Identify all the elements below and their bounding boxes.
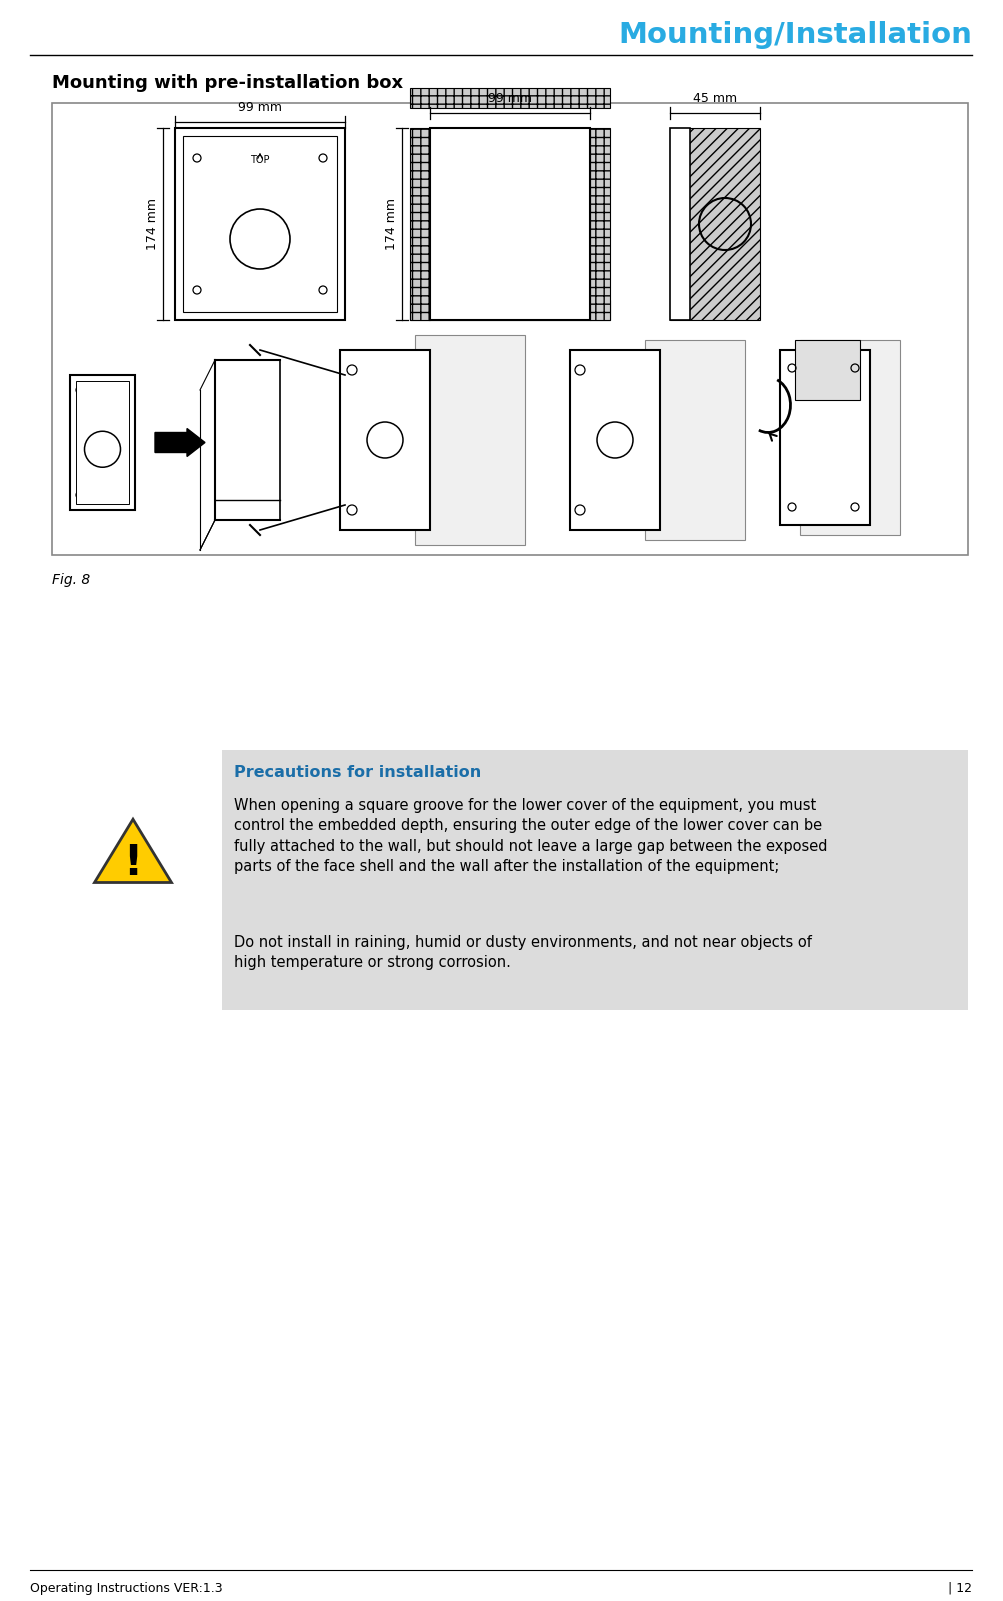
Text: TOP: TOP xyxy=(250,155,270,165)
Text: 174 mm: 174 mm xyxy=(146,199,159,250)
Bar xyxy=(669,128,759,320)
Text: 99 mm: 99 mm xyxy=(238,101,282,114)
Text: Precautions for installation: Precautions for installation xyxy=(234,765,480,780)
Bar xyxy=(779,351,870,525)
Text: Mounting/Installation: Mounting/Installation xyxy=(618,21,971,50)
Bar xyxy=(794,339,860,400)
Bar xyxy=(409,128,429,320)
Bar xyxy=(52,102,967,556)
Text: Operating Instructions VER:1.3: Operating Instructions VER:1.3 xyxy=(30,1582,223,1595)
Bar xyxy=(414,335,525,544)
Bar xyxy=(799,339,899,535)
Bar xyxy=(183,136,337,312)
Text: 99 mm: 99 mm xyxy=(487,91,532,106)
Text: Mounting with pre-installation box: Mounting with pre-installation box xyxy=(52,74,403,91)
Text: | 12: | 12 xyxy=(947,1582,971,1595)
Bar xyxy=(429,128,590,320)
Text: Do not install in raining, humid or dusty environments, and not near objects of
: Do not install in raining, humid or dust… xyxy=(234,935,811,970)
Bar xyxy=(570,351,659,530)
Bar xyxy=(669,128,689,320)
Polygon shape xyxy=(94,820,172,882)
Text: 45 mm: 45 mm xyxy=(692,91,736,106)
Text: !: ! xyxy=(123,842,142,884)
Bar xyxy=(222,749,967,1010)
Text: When opening a square groove for the lower cover of the equipment, you must
cont: When opening a square groove for the low… xyxy=(234,797,826,874)
FancyArrow shape xyxy=(154,429,205,456)
Bar xyxy=(76,381,128,504)
Bar xyxy=(409,299,610,320)
Bar xyxy=(644,339,744,540)
Bar xyxy=(70,375,134,511)
Bar xyxy=(175,128,345,320)
Bar xyxy=(590,128,610,320)
Text: Fig. 8: Fig. 8 xyxy=(52,573,90,588)
Bar xyxy=(409,88,610,107)
Bar xyxy=(340,351,429,530)
Text: 174 mm: 174 mm xyxy=(385,199,398,250)
